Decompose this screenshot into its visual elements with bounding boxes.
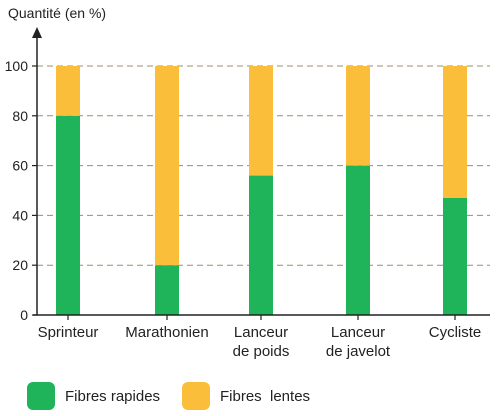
bar-fibres-lentes-3 (346, 66, 370, 166)
bar-fibres-rapides-1 (155, 265, 179, 315)
y-tick-label-40: 40 (12, 207, 28, 223)
bar-fibres-lentes-4 (443, 66, 467, 198)
y-axis-label: Quantité (en %) (8, 5, 106, 21)
x-tick-label-4-0: Cycliste (429, 324, 482, 341)
x-tick-label-2-0: Lanceur (234, 324, 288, 341)
gridlines (37, 65, 490, 266)
bar-fibres-rapides-3 (346, 165, 370, 315)
legend: Fibres rapides Fibres lentes (0, 379, 501, 413)
y-tick-label-100: 100 (5, 58, 29, 74)
legend-label-fibres-lentes: Fibres lentes (220, 387, 311, 405)
y-tick-labels: 0 20 40 60 80 100 (5, 58, 37, 323)
bar-fibres-lentes-2 (249, 66, 273, 176)
bar-fibres-lentes-0 (56, 66, 80, 116)
x-tick-label-3-0: Lanceur (331, 324, 385, 341)
bar-fibres-rapides-4 (443, 197, 467, 315)
y-tick-label-0: 0 (20, 307, 28, 323)
x-tick-labels: Sprinteur Marathonien Lanceur de poids Lance… (38, 315, 482, 360)
x-tick-label-2-1: de poids (233, 343, 290, 360)
y-tick-label-20: 20 (12, 257, 28, 273)
y-axis-arrow (32, 27, 42, 38)
x-tick-label-1-0: Marathonien (125, 324, 208, 341)
legend-swatch-fibres-lentes (182, 382, 210, 410)
y-tick-label-60: 60 (12, 158, 28, 174)
bar-fibres-lentes-1 (155, 66, 179, 266)
x-tick-label-3-1: de javelot (326, 343, 391, 360)
legend-item-fibres-rapides: Fibres rapides (27, 379, 160, 413)
bar-fibres-rapides-2 (249, 175, 273, 315)
y-tick-label-80: 80 (12, 108, 28, 124)
legend-swatch-fibres-rapides (27, 382, 55, 410)
legend-label-fibres-rapides: Fibres rapides (65, 387, 161, 405)
x-tick-label-0-0: Sprinteur (38, 324, 99, 341)
legend-item-fibres-lentes: Fibres lentes (182, 379, 310, 413)
bar-fibres-rapides-0 (56, 115, 80, 315)
stacked-bar-chart: Quantité (en %) 0 20 40 60 80 100 Sprinteur Ma… (5, 5, 490, 360)
bars (56, 66, 467, 315)
